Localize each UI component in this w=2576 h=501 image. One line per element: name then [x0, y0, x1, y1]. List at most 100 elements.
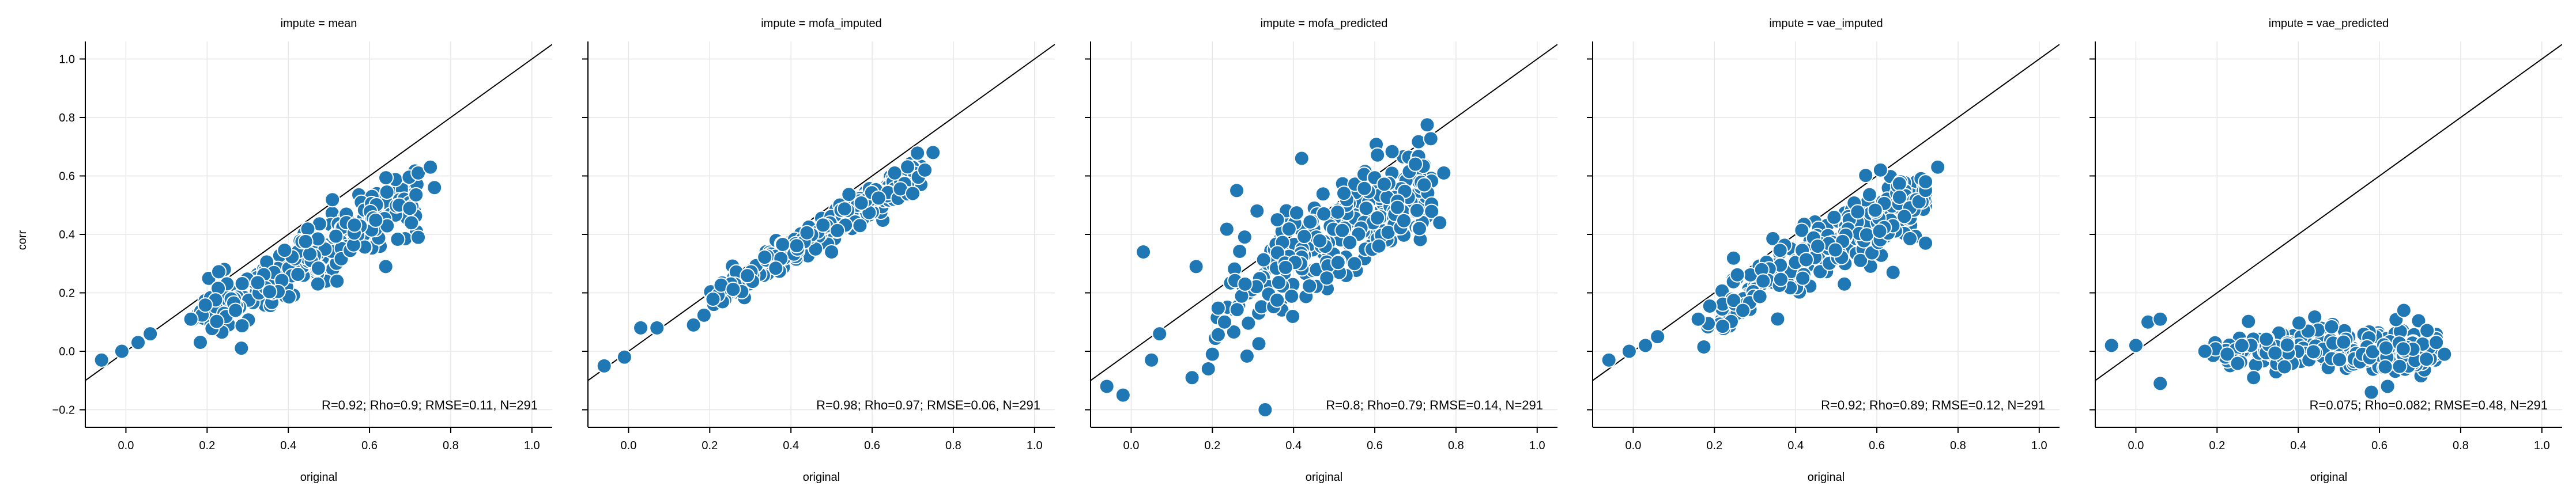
- scatter-point: [1229, 183, 1245, 199]
- scatter-point: [2392, 358, 2408, 374]
- x-tick-label: 0.6: [1367, 439, 1383, 452]
- scatter-point: [262, 284, 278, 300]
- y-tick-label: 0.8: [59, 112, 75, 124]
- scatter-point: [1836, 276, 1853, 292]
- x-tick-label: 1.0: [2534, 439, 2550, 452]
- panel-1: 0.0 0.2 0.4 0.6 0.8 1.0 −0.2 0.0 0.2 0.4 0.6 0.8 1.0…: [52, 17, 552, 484]
- scatter-point: [1225, 324, 1242, 340]
- x-axis-label: original: [2310, 471, 2347, 484]
- scatter-point: [310, 276, 326, 292]
- scatter-point: [1770, 311, 1786, 327]
- scatter-point: [1412, 221, 1428, 237]
- scatter-points: [2103, 302, 2453, 400]
- x-tick-label: 1.0: [2031, 439, 2047, 452]
- x-tick-label: 0.4: [783, 439, 799, 452]
- scatter-point: [250, 275, 266, 291]
- scatter-point: [1210, 300, 1226, 316]
- scatter-point: [829, 222, 846, 238]
- scatter-point: [1798, 252, 1814, 268]
- scatter-point: [1257, 402, 1273, 418]
- identity-reference-line: [2095, 44, 2562, 381]
- scatter-point: [1330, 255, 1346, 271]
- scatter-point: [1872, 162, 1888, 178]
- scatter-point: [1184, 370, 1200, 386]
- scatter-point: [1376, 176, 1392, 192]
- stats-annotation: R=0.8; Rho=0.79; RMSE=0.14, N=291: [1326, 398, 1543, 412]
- scatter-point: [1872, 223, 1888, 240]
- scatter-point: [775, 237, 791, 253]
- scatter-point: [1236, 229, 1253, 245]
- panel-title: impute = vae_predicted: [2269, 17, 2389, 30]
- scatter-point: [1396, 212, 1412, 229]
- scatter-point: [1735, 302, 1751, 318]
- x-tick-label: 0.4: [1285, 439, 1302, 452]
- scatter-point: [1358, 200, 1374, 217]
- scatter-point: [1200, 360, 1216, 377]
- scatter-point: [1152, 326, 1168, 342]
- stats-annotation: R=0.92; Rho=0.9; RMSE=0.11, N=291: [322, 398, 538, 412]
- scatter-point: [910, 145, 926, 161]
- x-tick-label: 0.6: [1869, 439, 1885, 452]
- scatter-point: [1725, 250, 1741, 266]
- panel-3: 0.0 0.2 0.4 0.6 0.8 1.0 impute = mofa_predicte…: [1085, 17, 1557, 484]
- scatter-point: [1432, 215, 1448, 231]
- x-tick-label: 1.0: [1027, 439, 1043, 452]
- scatter-point: [2279, 337, 2295, 353]
- scatter-point: [633, 320, 649, 336]
- scatter-point: [1755, 273, 1771, 289]
- scatter-point: [917, 162, 933, 178]
- scatter-point: [233, 340, 250, 356]
- identity-reference-line: [1593, 44, 2060, 381]
- scatter-point: [408, 187, 424, 203]
- x-axis-label: original: [300, 471, 337, 484]
- scatter-point: [2305, 344, 2321, 360]
- x-tick-label: 0.2: [1706, 439, 1722, 452]
- scatter-point: [183, 311, 199, 327]
- scatter-point: [1384, 143, 1400, 160]
- identity-reference-line: [85, 44, 552, 381]
- y-tick-label: −0.2: [52, 404, 75, 417]
- scatter-point: [2197, 343, 2213, 359]
- scatter-point: [1336, 185, 1352, 202]
- scatter-point: [403, 215, 420, 231]
- scatter-point: [1690, 311, 1706, 327]
- scatter-point: [423, 159, 439, 175]
- scatter-point: [1319, 270, 1335, 286]
- scatter-point: [1858, 227, 1875, 243]
- scatter-point: [1423, 131, 1439, 147]
- scatter-point: [1827, 242, 1843, 258]
- scatter-point: [824, 244, 840, 260]
- scatter-point: [1891, 176, 1907, 192]
- scatter-point: [378, 259, 394, 275]
- scatter-point: [685, 317, 701, 333]
- scatter-point: [2219, 346, 2235, 362]
- scatter-point: [1284, 288, 1300, 304]
- scatter-point: [596, 358, 612, 374]
- scatter-point: [2152, 375, 2168, 392]
- x-tick-label: 0.2: [2209, 439, 2225, 452]
- scatter-point: [1772, 271, 1789, 287]
- scatter-point: [1702, 298, 1718, 314]
- x-tick-label: 1.0: [524, 439, 540, 452]
- panel-title: impute = mofa_predicted: [1261, 17, 1388, 30]
- scatter-point: [1219, 221, 1235, 237]
- y-tick-label: 0.6: [59, 170, 75, 183]
- scatter-point: [1772, 242, 1788, 259]
- y-tick-label: 0.4: [59, 229, 75, 241]
- scatter-point: [2378, 340, 2394, 356]
- scatter-point: [2276, 359, 2292, 375]
- scatter-point: [1650, 329, 1666, 345]
- scatter-point: [379, 184, 395, 200]
- scatter-point: [1638, 337, 1654, 354]
- scatter-point: [1302, 214, 1318, 230]
- scatter-point: [2307, 309, 2323, 325]
- scatter-point: [329, 273, 345, 289]
- scatter-point: [757, 249, 773, 265]
- x-tick-label: 0.8: [443, 439, 459, 452]
- scatter-point: [836, 201, 853, 217]
- scatter-point: [1288, 205, 1304, 221]
- scatter-point: [378, 170, 394, 186]
- scatter-point: [228, 302, 244, 318]
- scatter-point: [209, 313, 225, 329]
